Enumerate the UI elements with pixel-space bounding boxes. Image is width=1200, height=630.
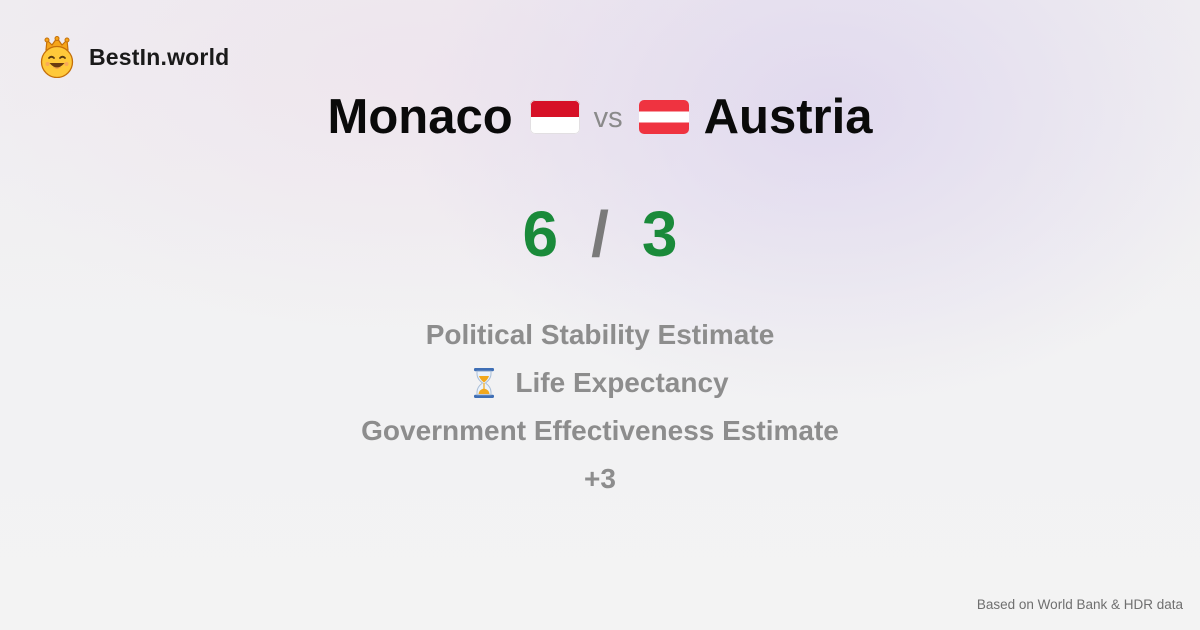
metric-label: Life Expectancy (515, 367, 729, 398)
metric-label: Political Stability Estimate (425, 319, 775, 350)
comparison-title: Monaco vs Austria (0, 86, 1200, 148)
metric-label: +3 (584, 463, 616, 494)
metric-label: Government Effectiveness Estimate (361, 415, 839, 446)
data-source-note: Based on World Bank & HDR data (976, 597, 1183, 612)
austria-flag-icon (638, 100, 689, 134)
right-country-name: Austria (703, 90, 873, 144)
crowned-smiley-icon (38, 36, 76, 78)
brand-logo[interactable]: BestIn.world (38, 36, 229, 78)
score-separator: / (591, 198, 609, 270)
score: 6 / 3 (0, 196, 1200, 272)
metrics-list: Political Stability Estimate Life Expect… (0, 311, 1200, 503)
left-country-name: Monaco (327, 90, 513, 144)
monaco-flag-icon (529, 100, 580, 134)
vs-label: vs (593, 101, 623, 134)
metric-political-stability: Political Stability Estimate (0, 311, 1200, 359)
hourglass-icon (471, 366, 497, 400)
brand-name: BestIn.world (89, 43, 230, 70)
metric-life-expectancy: Life Expectancy (0, 359, 1200, 407)
metric-government-effectiveness: Government Effectiveness Estimate (0, 407, 1200, 455)
left-score: 6 (522, 198, 559, 270)
metric-more-count: +3 (0, 455, 1200, 503)
right-score: 3 (641, 198, 678, 270)
